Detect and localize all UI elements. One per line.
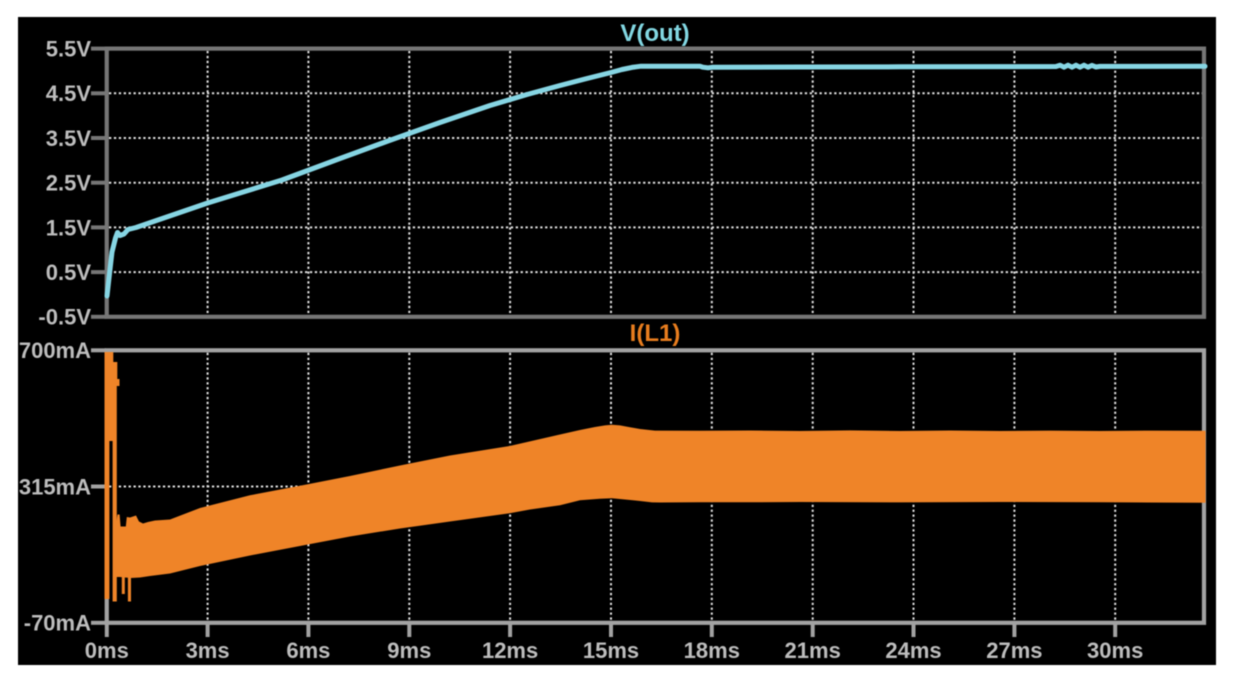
svg-text:4.5V: 4.5V (46, 81, 92, 106)
svg-text:15ms: 15ms (583, 638, 639, 663)
svg-text:1.5V: 1.5V (46, 215, 92, 240)
svg-text:24ms: 24ms (885, 638, 941, 663)
svg-text:18ms: 18ms (684, 638, 740, 663)
svg-text:V(out): V(out) (620, 20, 689, 47)
svg-text:-0.5V: -0.5V (38, 305, 91, 330)
svg-text:3ms: 3ms (186, 638, 230, 663)
svg-text:0ms: 0ms (85, 638, 129, 663)
svg-text:700mA: 700mA (19, 338, 91, 363)
svg-text:3.5V: 3.5V (46, 126, 92, 151)
svg-text:6ms: 6ms (286, 638, 330, 663)
svg-text:27ms: 27ms (986, 638, 1042, 663)
svg-text:5.5V: 5.5V (46, 37, 92, 62)
svg-text:0.5V: 0.5V (46, 260, 92, 285)
svg-text:I(L1): I(L1) (630, 320, 681, 347)
svg-text:30ms: 30ms (1087, 638, 1143, 663)
svg-text:2.5V: 2.5V (46, 171, 92, 196)
svg-text:-70mA: -70mA (24, 611, 91, 636)
svg-text:21ms: 21ms (785, 638, 841, 663)
svg-text:315mA: 315mA (19, 474, 91, 499)
svg-text:9ms: 9ms (387, 638, 431, 663)
svg-text:12ms: 12ms (482, 638, 538, 663)
